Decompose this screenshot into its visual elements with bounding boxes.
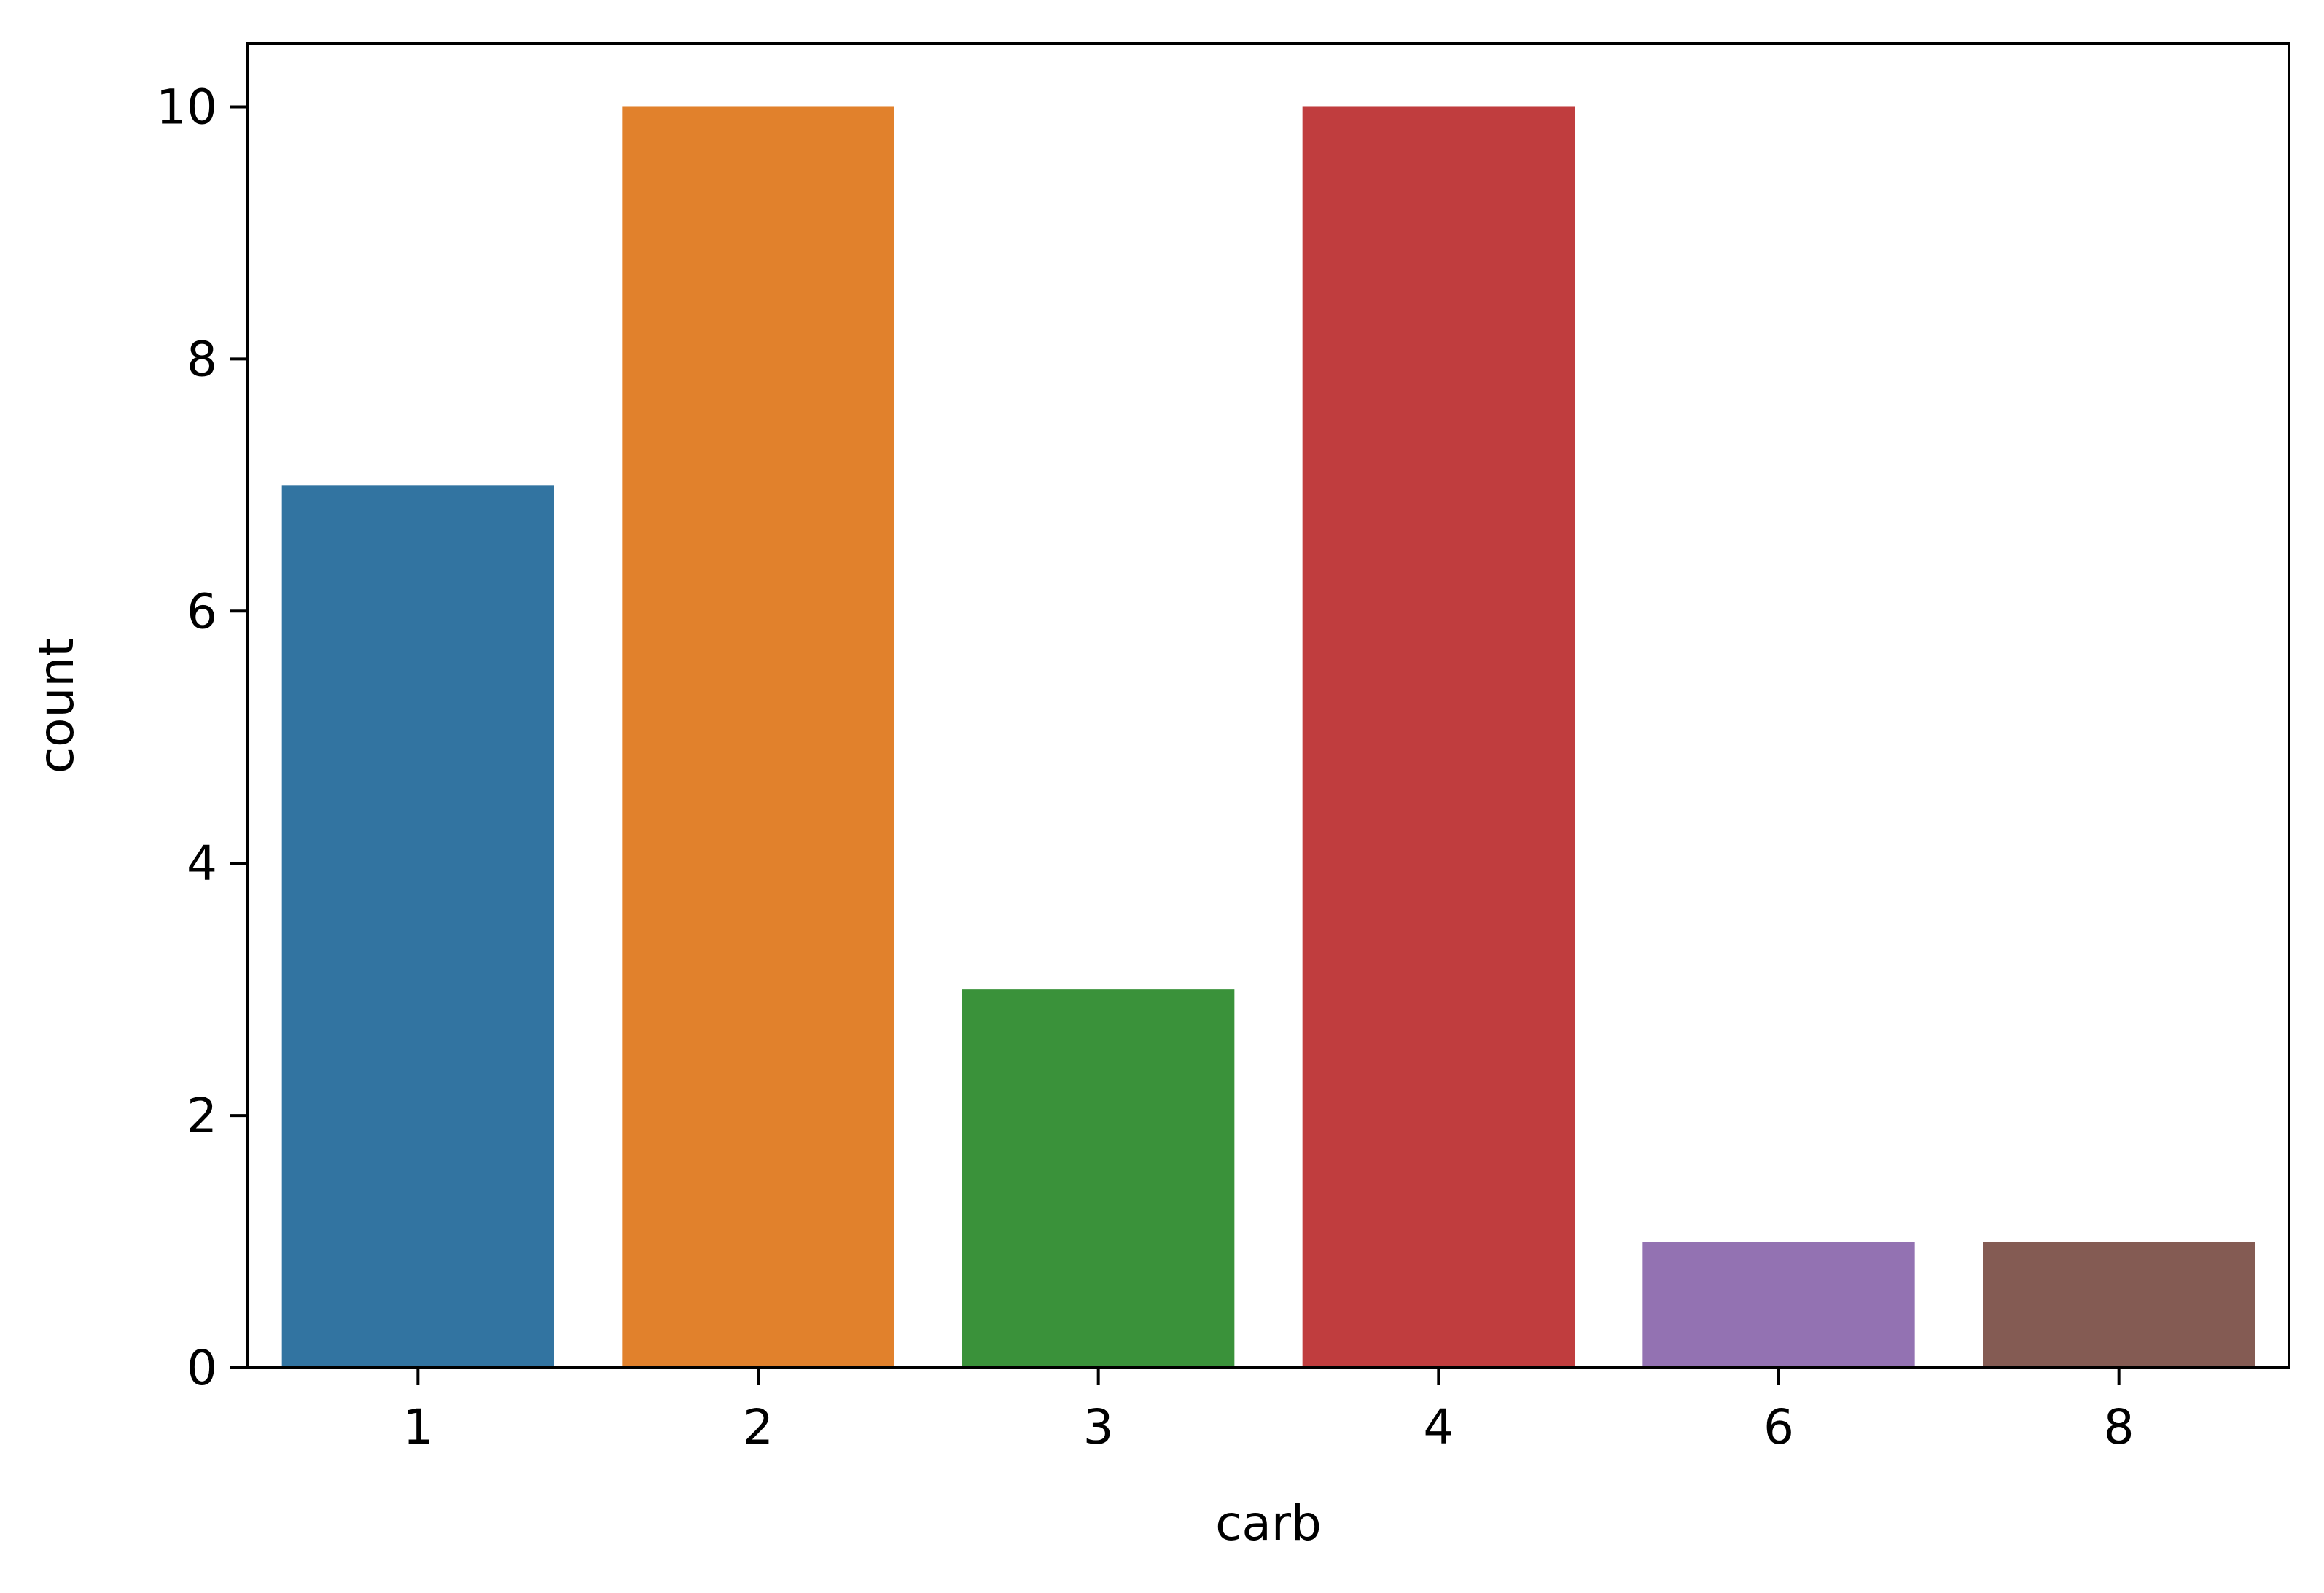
plot-frame	[246, 42, 2290, 1369]
y-axis-ticks: 0 2 4 6 8 10	[156, 79, 248, 1396]
bars-layer	[281, 106, 2255, 1368]
bar-8	[1983, 1242, 2255, 1368]
bar-6	[1642, 1242, 1915, 1368]
bar-1	[281, 485, 554, 1368]
x-tick-label: 6	[1763, 1399, 1794, 1455]
y-tick-label: 2	[187, 1088, 217, 1144]
x-tick-label: 3	[1083, 1399, 1114, 1455]
y-axis-label: count	[28, 638, 85, 774]
y-tick-label: 0	[187, 1340, 217, 1396]
x-tick-label: 2	[743, 1399, 773, 1455]
x-axis-label: carb	[1215, 1495, 1322, 1551]
y-tick-label: 6	[187, 583, 217, 639]
y-tick-label: 8	[187, 331, 217, 387]
bar-2	[622, 106, 894, 1368]
x-axis-ticks: 1 2 3 4 6 8	[402, 1368, 2134, 1455]
bar-4	[1302, 106, 1575, 1368]
x-tick-label: 1	[402, 1399, 433, 1455]
x-tick-label: 4	[1423, 1399, 1454, 1455]
x-tick-label: 8	[2104, 1399, 2134, 1455]
y-tick-label: 10	[156, 79, 217, 135]
bar-3	[962, 989, 1235, 1368]
y-tick-label: 4	[187, 836, 217, 892]
